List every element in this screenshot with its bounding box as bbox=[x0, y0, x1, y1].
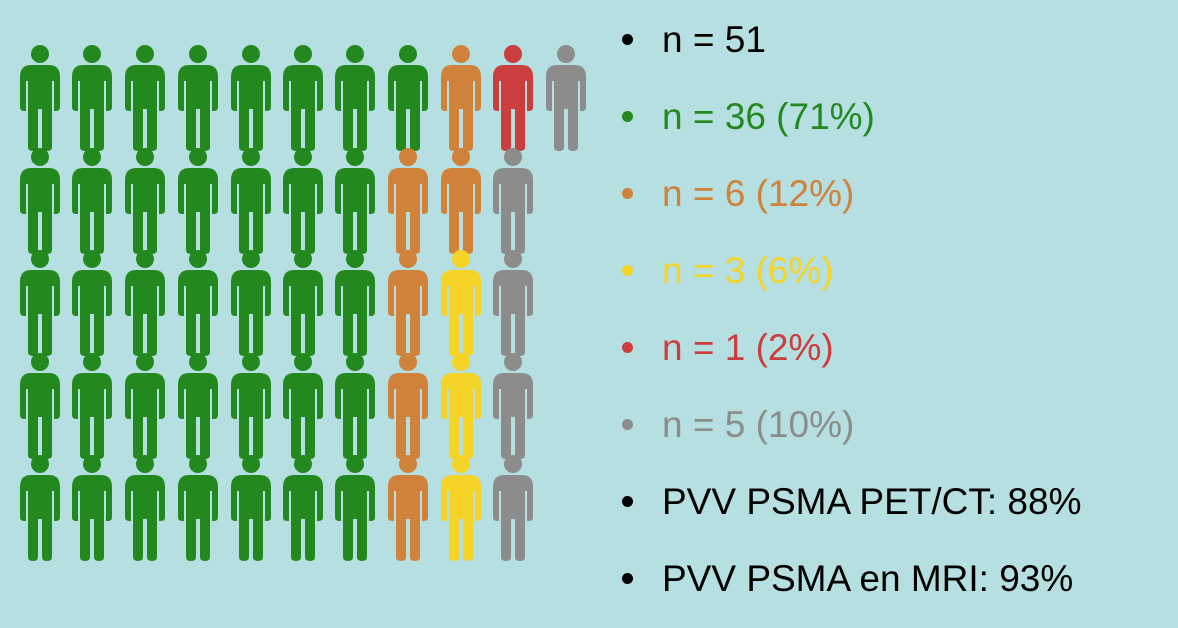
person-icon bbox=[72, 353, 112, 459]
person-icon bbox=[178, 455, 218, 561]
bullet-dot bbox=[622, 265, 633, 276]
bullet-dot bbox=[622, 111, 633, 122]
bullet-dot bbox=[622, 34, 633, 45]
person-icon bbox=[283, 455, 323, 561]
bullet-text: n = 51 bbox=[662, 19, 766, 60]
person-icon bbox=[125, 45, 165, 151]
person-icon bbox=[283, 148, 323, 254]
person-icon bbox=[20, 455, 60, 561]
person-icon bbox=[493, 148, 533, 254]
bullet-dot bbox=[622, 342, 633, 353]
bullet-text: PVV PSMA en MRI: 93% bbox=[662, 558, 1074, 599]
person-icon bbox=[20, 353, 60, 459]
person-icon bbox=[283, 353, 323, 459]
person-icon bbox=[178, 45, 218, 151]
person-icon bbox=[231, 353, 271, 459]
person-icon bbox=[231, 250, 271, 356]
person-icon bbox=[388, 353, 428, 459]
bullet-text: n = 6 (12%) bbox=[662, 173, 855, 214]
person-icon bbox=[72, 455, 112, 561]
person-icon bbox=[72, 148, 112, 254]
person-icon bbox=[335, 455, 375, 561]
bullet-text: n = 3 (6%) bbox=[662, 250, 834, 291]
person-icon bbox=[546, 45, 586, 151]
person-icon bbox=[178, 250, 218, 356]
person-icon bbox=[283, 45, 323, 151]
bullet-dot bbox=[622, 188, 633, 199]
person-icon bbox=[335, 45, 375, 151]
person-icon bbox=[20, 45, 60, 151]
person-icon bbox=[388, 250, 428, 356]
person-icon bbox=[335, 148, 375, 254]
bullet-text: n = 1 (2%) bbox=[662, 327, 834, 368]
person-icon bbox=[72, 45, 112, 151]
person-icon bbox=[283, 250, 323, 356]
bullet-text: n = 36 (71%) bbox=[662, 96, 875, 137]
person-icon bbox=[388, 455, 428, 561]
person-icon bbox=[493, 250, 533, 356]
bullet-text: n = 5 (10%) bbox=[662, 404, 855, 445]
person-icon bbox=[231, 148, 271, 254]
person-icon bbox=[335, 353, 375, 459]
person-icon bbox=[231, 455, 271, 561]
person-icon bbox=[125, 353, 165, 459]
person-icon bbox=[72, 250, 112, 356]
person-icon bbox=[178, 353, 218, 459]
person-icon bbox=[20, 250, 60, 356]
person-icon bbox=[20, 148, 60, 254]
person-icon bbox=[178, 148, 218, 254]
person-icon bbox=[388, 45, 428, 151]
person-icon bbox=[441, 455, 481, 561]
person-icon bbox=[388, 148, 428, 254]
bullet-dot bbox=[622, 419, 633, 430]
pictogram bbox=[20, 45, 586, 561]
person-icon bbox=[335, 250, 375, 356]
person-icon bbox=[231, 45, 271, 151]
bullet-dot bbox=[622, 573, 633, 584]
person-icon bbox=[441, 353, 481, 459]
person-icon bbox=[441, 45, 481, 151]
person-icon bbox=[125, 455, 165, 561]
person-icon bbox=[493, 45, 533, 151]
person-icon bbox=[441, 250, 481, 356]
bullet-dot bbox=[622, 496, 633, 507]
person-icon bbox=[493, 455, 533, 561]
person-icon bbox=[125, 250, 165, 356]
bullet-text: PVV PSMA PET/CT: 88% bbox=[662, 481, 1082, 522]
person-icon bbox=[125, 148, 165, 254]
person-icon bbox=[493, 353, 533, 459]
person-icon bbox=[441, 148, 481, 254]
